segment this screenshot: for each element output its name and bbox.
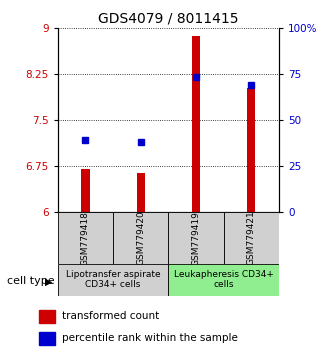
Bar — [39, 310, 55, 323]
Bar — [39, 332, 55, 345]
Text: GSM779421: GSM779421 — [247, 211, 256, 266]
Text: cell type: cell type — [7, 276, 54, 286]
Bar — [113, 212, 168, 264]
Bar — [192, 36, 200, 212]
Bar — [168, 212, 224, 264]
Text: Leukapheresis CD34+
cells: Leukapheresis CD34+ cells — [174, 270, 274, 289]
Bar — [81, 170, 89, 212]
Text: GSM779418: GSM779418 — [81, 211, 90, 266]
Bar — [247, 88, 255, 212]
Bar — [58, 264, 168, 296]
Bar — [137, 172, 145, 212]
Text: percentile rank within the sample: percentile rank within the sample — [62, 333, 238, 343]
Text: GSM779420: GSM779420 — [136, 211, 145, 266]
Bar — [58, 212, 113, 264]
Text: ▶: ▶ — [45, 276, 52, 286]
Text: GSM779419: GSM779419 — [191, 211, 200, 266]
Text: Lipotransfer aspirate
CD34+ cells: Lipotransfer aspirate CD34+ cells — [66, 270, 160, 289]
Bar — [168, 264, 279, 296]
Title: GDS4079 / 8011415: GDS4079 / 8011415 — [98, 12, 239, 26]
Bar — [223, 212, 279, 264]
Text: transformed count: transformed count — [62, 312, 159, 321]
